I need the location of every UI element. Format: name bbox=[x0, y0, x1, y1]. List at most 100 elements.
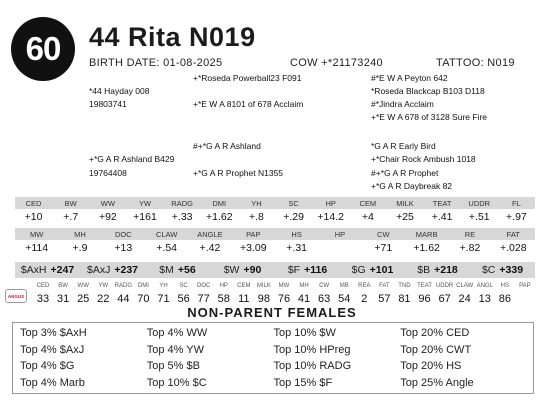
pedigree-dam-reg: 19764408 bbox=[89, 168, 127, 178]
angus-logo: ANGUS bbox=[5, 289, 27, 303]
epd-value: +.42 bbox=[199, 241, 221, 254]
epd-value: +14.2 bbox=[317, 210, 344, 223]
np-rank-item: Top 5% $B bbox=[146, 360, 200, 373]
np-rank-item: Top 4% $G bbox=[20, 360, 75, 373]
birth-date: BIRTH DATE: 01-08-2025 bbox=[89, 57, 223, 69]
epd-label: PAP bbox=[246, 229, 261, 239]
pct-value: 57 bbox=[378, 293, 391, 305]
pct-value: 96 bbox=[418, 293, 431, 305]
epd-value: +.8 bbox=[248, 210, 264, 223]
pedigree-sire-sire: +*Roseda Powerball23 F091 bbox=[193, 73, 302, 83]
epd-label: YW bbox=[138, 198, 152, 208]
epd-label: TEAT bbox=[432, 198, 452, 208]
pedigree-sire-dam-dam2: +*E W A 678 of 3128 Sure Fire bbox=[371, 112, 487, 122]
pct-value: 31 bbox=[56, 293, 70, 305]
pct-value: 2 bbox=[361, 293, 368, 305]
pct-label: TEAT bbox=[417, 283, 432, 289]
epd-value: +161 bbox=[133, 210, 157, 223]
np-rank-item: Top 20% CED bbox=[400, 327, 470, 340]
epd-value: +.29 bbox=[283, 210, 304, 223]
pct-label: HP bbox=[219, 283, 228, 289]
epd-label: SC bbox=[288, 198, 299, 208]
epd-value: +.41 bbox=[431, 210, 453, 223]
epd-value: +4 bbox=[361, 210, 374, 223]
epd-value: +114 bbox=[25, 241, 49, 254]
pct-label: PAP bbox=[519, 283, 531, 289]
pct-label: TND bbox=[398, 283, 411, 289]
registration-number: COW +*21173240 bbox=[290, 57, 383, 69]
np-rank-item: Top 25% Angle bbox=[400, 376, 474, 389]
index-value: +218 bbox=[434, 264, 458, 276]
epd-table-row1: CED BW WW YW RADG DMI YH SC HP CEM MILK … bbox=[15, 197, 535, 224]
epd-value: +.54 bbox=[156, 241, 178, 254]
index-label: $C bbox=[481, 264, 496, 276]
non-parent-females-title: NON-PARENT FEMALES bbox=[187, 305, 357, 320]
np-rank-item: Top 4% WW bbox=[146, 327, 208, 340]
np-rank-item: Top 15% $F bbox=[273, 376, 333, 389]
pct-value: 76 bbox=[277, 293, 291, 305]
pedigree-dam-dam-sire: #+*G A R Prophet bbox=[371, 168, 439, 178]
pct-label: YW bbox=[98, 283, 109, 289]
pedigree-dam-sire-dam: +*Chair Rock Ambush 1018 bbox=[371, 154, 476, 164]
epd-value: +71 bbox=[374, 241, 393, 254]
np-rank-item: Top 20% HS bbox=[400, 360, 462, 373]
pct-value: 41 bbox=[297, 293, 311, 305]
pct-label: CED bbox=[36, 283, 50, 289]
epd-label: YH bbox=[251, 198, 262, 208]
epd-value: +.82 bbox=[459, 241, 481, 254]
pedigree-dam-sire-sire: *G A R Early Bird bbox=[371, 141, 436, 151]
epd-value: +.7 bbox=[63, 210, 79, 223]
index-f: $F +116 bbox=[275, 264, 340, 276]
pct-label: REA bbox=[358, 283, 371, 289]
epd-label: HP bbox=[325, 198, 336, 208]
pct-value: 77 bbox=[197, 293, 210, 305]
pedigree-sire-dam: +*E W A 8101 of 678 Acclaim bbox=[193, 99, 304, 109]
epd-labels-row2: MW MH DOC CLAW ANGLE PAP HS HP CW MARB R… bbox=[15, 228, 535, 240]
epd-value: +.51 bbox=[468, 210, 490, 223]
epd-value: +.33 bbox=[171, 210, 193, 223]
epd-label: MH bbox=[74, 229, 86, 239]
pct-label: YH bbox=[159, 283, 168, 289]
pct-value: 13 bbox=[478, 293, 491, 305]
index-value: +237 bbox=[114, 264, 138, 276]
pedigree-dam-dam-dam: +*G A R Daybreak 82 bbox=[371, 181, 453, 191]
index-w: $W +90 bbox=[210, 264, 275, 276]
pedigree-dam-sire: #+*G A R Ashland bbox=[193, 141, 261, 151]
index-axj: $AxJ +237 bbox=[80, 264, 145, 276]
pct-value: 98 bbox=[257, 293, 271, 305]
epd-table-row2: MW MH DOC CLAW ANGLE PAP HS HP CW MARB R… bbox=[15, 228, 535, 255]
epd-value: +.31 bbox=[286, 241, 307, 254]
pct-value: 33 bbox=[36, 293, 50, 305]
pct-label: UDDR bbox=[435, 283, 454, 289]
epd-value: +13 bbox=[114, 241, 133, 254]
index-m: $M +56 bbox=[145, 264, 210, 276]
np-rank-item: Top 10% $C bbox=[146, 376, 207, 389]
pct-value: 70 bbox=[137, 293, 150, 305]
epd-value: +1.62 bbox=[413, 241, 440, 254]
epd-values-row2: +114 +.9 +13 +.54 +.42 +3.09 +.31 +71 +1… bbox=[15, 240, 535, 255]
epd-labels-row1: CED BW WW YW RADG DMI YH SC HP CEM MILK … bbox=[15, 197, 535, 209]
pct-label: MH bbox=[299, 283, 309, 289]
epd-label: RE bbox=[464, 229, 476, 239]
epd-label: RADG bbox=[171, 198, 193, 208]
pct-label: DOC bbox=[196, 283, 211, 289]
epd-value: +.028 bbox=[499, 241, 527, 254]
epd-label: BW bbox=[64, 198, 77, 208]
epd-value: +25 bbox=[396, 210, 414, 223]
index-label: $M bbox=[159, 264, 174, 276]
epd-value: +.97 bbox=[506, 210, 527, 223]
index-value: +90 bbox=[243, 264, 262, 276]
epd-label: CW bbox=[377, 229, 390, 239]
pedigree-sire-dam-sire: #*E W A Peyton 642 bbox=[371, 73, 448, 83]
pedigree-dam-dam: +*G A R Prophet N1355 bbox=[193, 168, 284, 178]
epd-label: UDDR bbox=[468, 198, 491, 208]
pct-label: CLAW bbox=[456, 283, 474, 289]
np-rank-item: Top 10% HPreg bbox=[273, 343, 351, 356]
np-rank-item: Top 20% CWT bbox=[400, 343, 472, 356]
pct-label: DMI bbox=[137, 283, 149, 289]
epd-value: +92 bbox=[98, 210, 117, 223]
percentile-values: 33 31 25 22 44 70 71 56 77 58 11 98 76 4… bbox=[33, 291, 535, 307]
index-b: $B +218 bbox=[405, 264, 470, 276]
pct-label: BW bbox=[58, 283, 68, 289]
index-axh: $AxH +247 bbox=[15, 264, 80, 276]
